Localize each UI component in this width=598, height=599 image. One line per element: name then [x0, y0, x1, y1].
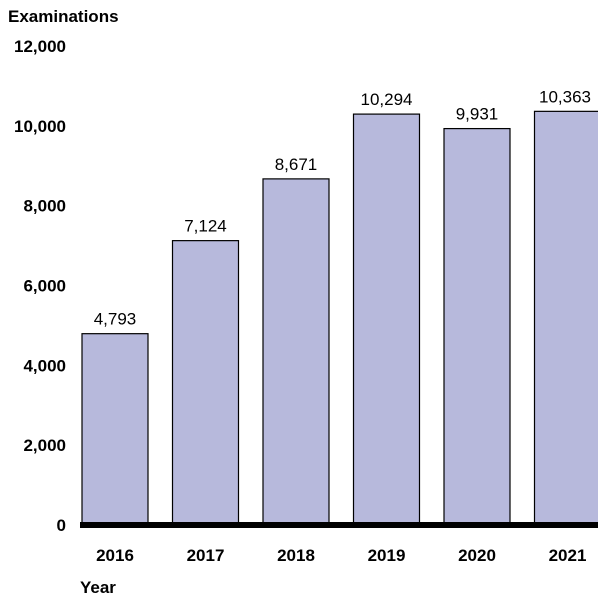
y-tick-label: 2,000 — [23, 436, 66, 455]
y-tick-label: 4,000 — [23, 356, 66, 375]
y-tick-label: 8,000 — [23, 197, 66, 216]
y-tick-label: 6,000 — [23, 277, 66, 296]
y-tick-label: 10,000 — [14, 117, 66, 136]
x-tick-label: 2020 — [458, 546, 496, 565]
data-label: 4,793 — [94, 310, 137, 329]
data-label: 9,931 — [456, 105, 499, 124]
bar — [81, 333, 149, 526]
y-tick-label: 12,000 — [14, 37, 66, 56]
x-axis-ticks: 2016 2017 2018 2019 2020 2021 — [96, 546, 586, 565]
x-tick-label: 2018 — [277, 546, 315, 565]
bar — [443, 127, 511, 526]
y-axis-title: Examinations — [8, 7, 119, 26]
bar — [171, 240, 240, 526]
data-label: 10,363 — [539, 87, 591, 106]
y-tick-label: 0 — [57, 516, 66, 535]
x-axis-title: Year — [80, 578, 116, 597]
bars — [81, 110, 598, 526]
x-tick-label: 2019 — [368, 546, 406, 565]
bar — [352, 113, 421, 526]
x-tick-label: 2021 — [549, 546, 587, 565]
x-tick-label: 2017 — [187, 546, 225, 565]
x-axis-baseline — [80, 522, 598, 528]
x-tick-label: 2016 — [96, 546, 134, 565]
data-label: 7,124 — [184, 217, 227, 236]
data-label: 8,671 — [275, 155, 318, 174]
y-axis-ticks: 0 2,000 4,000 6,000 8,000 10,000 12,000 — [14, 37, 66, 535]
data-label: 10,294 — [361, 90, 413, 109]
bar — [533, 110, 598, 526]
bar — [262, 178, 330, 526]
data-labels: 4,793 7,124 8,671 10,294 9,931 10,363 — [94, 87, 591, 328]
